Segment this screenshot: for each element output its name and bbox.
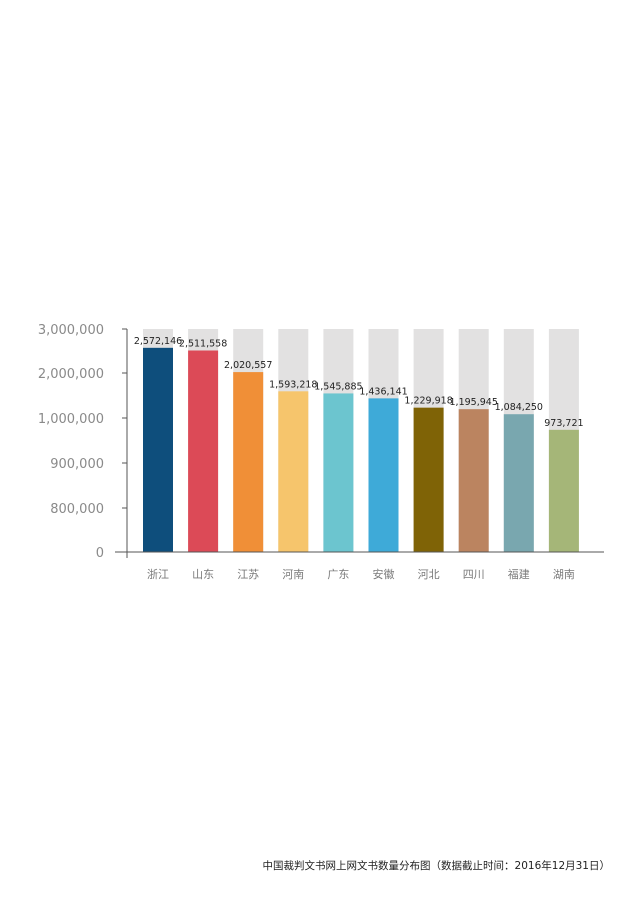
value-bars (143, 347, 579, 552)
category-labels: 浙江 山东 江苏 河南 广东 安徽 河北 四川 福建 湖南 (147, 567, 575, 581)
category-label: 广东 (327, 568, 349, 581)
y-tick-labels: 0 800,000 900,000 1,000,000 2,000,000 3,000,0… (38, 323, 127, 561)
y-tick-label: 2,000,000 (38, 367, 104, 382)
bar-3 (233, 372, 264, 552)
bar-2 (188, 350, 219, 552)
data-label: 1,229,918 (404, 396, 452, 407)
category-label: 福建 (508, 567, 530, 581)
axes (115, 329, 604, 558)
category-label: 安徽 (373, 567, 395, 581)
category-label: 湖南 (553, 568, 575, 581)
y-tick-label: 0 (96, 546, 104, 561)
y-tick-label: 800,000 (50, 502, 104, 517)
data-label: 1,545,885 (314, 381, 362, 392)
category-label: 浙江 (147, 568, 169, 581)
y-tick-label: 1,000,000 (38, 412, 104, 427)
data-label: 2,572,146 (134, 336, 182, 347)
data-label: 1,084,250 (495, 402, 543, 413)
y-tick-label: 900,000 (50, 457, 104, 472)
data-label: 2,511,558 (179, 338, 227, 349)
bar-1 (143, 347, 173, 552)
category-label: 四川 (463, 568, 485, 581)
data-label: 1,436,141 (359, 386, 407, 397)
bar-10 (548, 429, 579, 552)
data-label: 973,721 (544, 418, 583, 429)
category-label: 江苏 (237, 568, 259, 581)
chart-caption: 中国裁判文书网上网文书数量分布图（数据截止时间：2016年12月31日） (262, 860, 610, 872)
bar-7 (413, 407, 444, 552)
bar-6 (368, 398, 399, 552)
category-label: 河北 (418, 568, 440, 581)
bar-9 (503, 414, 534, 552)
bar-4 (278, 391, 309, 552)
category-label: 河南 (282, 568, 304, 581)
data-label: 1,593,218 (269, 379, 317, 390)
data-label: 1,195,945 (450, 397, 498, 408)
y-tick-label: 3,000,000 (38, 323, 104, 338)
data-label: 2,020,557 (224, 360, 272, 371)
bar-5 (323, 393, 354, 552)
category-label: 山东 (192, 568, 214, 581)
bar-8 (458, 409, 489, 552)
